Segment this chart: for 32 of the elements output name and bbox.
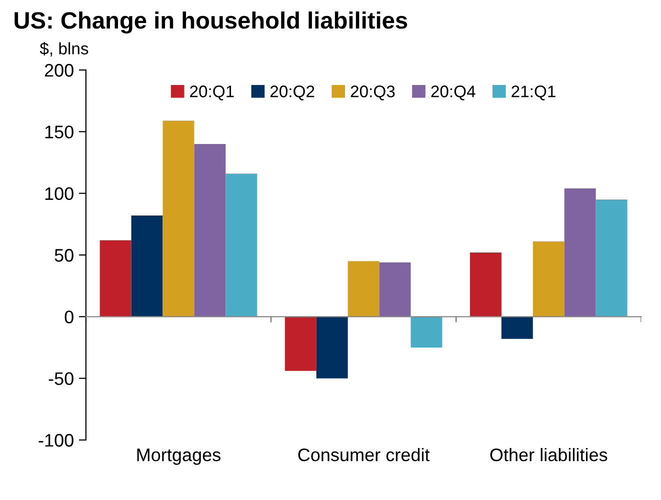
legend-label: 20:Q3	[350, 86, 395, 100]
bar	[162, 120, 194, 317]
legend-label: 20:Q2	[270, 86, 314, 100]
bar	[501, 316, 533, 339]
chart-title: US: Change in household liabilities	[14, 11, 408, 34]
bar	[564, 188, 596, 317]
bar	[532, 241, 564, 317]
legend-label: 20:Q1	[190, 86, 234, 100]
bar	[379, 262, 411, 317]
y-tick-label: -50	[48, 372, 74, 386]
bar	[131, 216, 163, 317]
legend-label: 21:Q1	[512, 86, 556, 100]
legend-label: 20:Q4	[431, 86, 476, 100]
bar	[284, 316, 316, 371]
y-tick-label: 50	[54, 248, 74, 262]
y-tick-label: 200	[44, 64, 74, 77]
bar	[226, 174, 258, 317]
bar	[596, 200, 628, 317]
y-tick-label: -100	[38, 434, 74, 447]
bar	[410, 316, 442, 348]
bar	[348, 261, 380, 317]
y-tick-label: 150	[45, 126, 74, 138]
bar	[470, 252, 502, 317]
x-tick-label: Mortgages	[137, 448, 220, 465]
x-tick-label: Other liabilities	[490, 448, 608, 462]
y-axis-title: $, blns	[40, 42, 88, 56]
bar	[316, 316, 348, 378]
y-tick-label: 100	[45, 187, 74, 200]
bar	[194, 144, 226, 317]
bar	[100, 240, 132, 317]
x-tick-label: Consumer credit	[298, 448, 430, 462]
y-tick-label: 0	[64, 310, 74, 324]
